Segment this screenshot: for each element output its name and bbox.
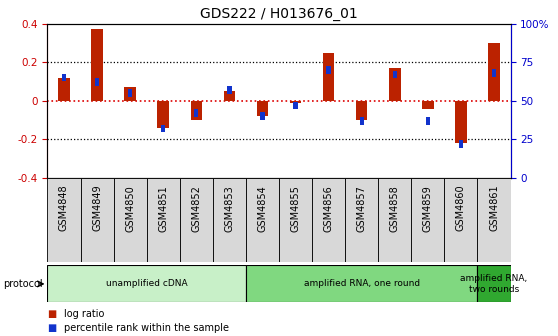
Bar bbox=[345, 178, 378, 262]
Text: GSM4859: GSM4859 bbox=[423, 185, 433, 232]
Bar bbox=[312, 178, 345, 262]
Bar bbox=[444, 178, 478, 262]
Bar bbox=[323, 52, 334, 101]
Text: amplified RNA, one round: amplified RNA, one round bbox=[304, 280, 420, 288]
Bar bbox=[492, 69, 496, 77]
Bar bbox=[147, 178, 180, 262]
Bar bbox=[389, 68, 401, 101]
Bar bbox=[92, 29, 103, 101]
Text: GSM4860: GSM4860 bbox=[456, 185, 466, 232]
Bar bbox=[356, 101, 368, 120]
Text: percentile rank within the sample: percentile rank within the sample bbox=[64, 323, 229, 333]
Bar bbox=[161, 125, 165, 132]
Bar bbox=[260, 113, 264, 120]
Text: GSM4857: GSM4857 bbox=[357, 185, 367, 232]
Bar bbox=[393, 71, 397, 78]
Bar bbox=[246, 265, 478, 302]
Bar bbox=[227, 86, 232, 94]
Bar bbox=[257, 101, 268, 116]
Bar bbox=[62, 74, 66, 82]
Bar bbox=[128, 89, 132, 97]
Bar bbox=[279, 178, 312, 262]
Bar bbox=[294, 101, 298, 109]
Bar bbox=[455, 101, 466, 143]
Bar bbox=[246, 178, 279, 262]
Text: ■: ■ bbox=[47, 309, 57, 319]
Bar bbox=[194, 109, 199, 117]
Bar bbox=[80, 178, 114, 262]
Text: log ratio: log ratio bbox=[64, 309, 104, 319]
Text: unamplified cDNA: unamplified cDNA bbox=[106, 280, 187, 288]
Text: GSM4854: GSM4854 bbox=[257, 185, 267, 232]
Text: GSM4848: GSM4848 bbox=[59, 185, 69, 232]
Text: GSM4856: GSM4856 bbox=[324, 185, 334, 232]
Text: GSM4852: GSM4852 bbox=[191, 185, 201, 232]
Text: GSM4855: GSM4855 bbox=[291, 185, 301, 232]
Text: protocol: protocol bbox=[3, 279, 42, 289]
Bar bbox=[478, 178, 511, 262]
Text: GSM4853: GSM4853 bbox=[224, 185, 234, 232]
Bar bbox=[157, 101, 169, 128]
Bar bbox=[426, 117, 430, 125]
Text: GSM4849: GSM4849 bbox=[92, 185, 102, 232]
Bar bbox=[378, 178, 411, 262]
Bar bbox=[213, 178, 246, 262]
Bar bbox=[114, 178, 147, 262]
Text: GSM4850: GSM4850 bbox=[125, 185, 135, 232]
Bar bbox=[478, 265, 511, 302]
Bar bbox=[124, 87, 136, 101]
Bar bbox=[190, 101, 202, 120]
Text: GSM4851: GSM4851 bbox=[158, 185, 168, 232]
Text: ■: ■ bbox=[47, 323, 57, 333]
Bar bbox=[488, 43, 500, 101]
Bar bbox=[290, 101, 301, 103]
Title: GDS222 / H013676_01: GDS222 / H013676_01 bbox=[200, 7, 358, 21]
Bar bbox=[47, 265, 246, 302]
Bar bbox=[326, 66, 331, 74]
Bar bbox=[58, 78, 70, 101]
Bar bbox=[411, 178, 444, 262]
Bar bbox=[359, 117, 364, 125]
Text: GSM4861: GSM4861 bbox=[489, 185, 499, 232]
Text: amplified RNA,
two rounds: amplified RNA, two rounds bbox=[460, 274, 528, 294]
Bar bbox=[180, 178, 213, 262]
Bar bbox=[47, 178, 80, 262]
Bar bbox=[224, 91, 235, 101]
Bar bbox=[459, 140, 463, 148]
Bar bbox=[95, 78, 99, 86]
Bar bbox=[422, 101, 434, 109]
Text: GSM4858: GSM4858 bbox=[390, 185, 400, 232]
